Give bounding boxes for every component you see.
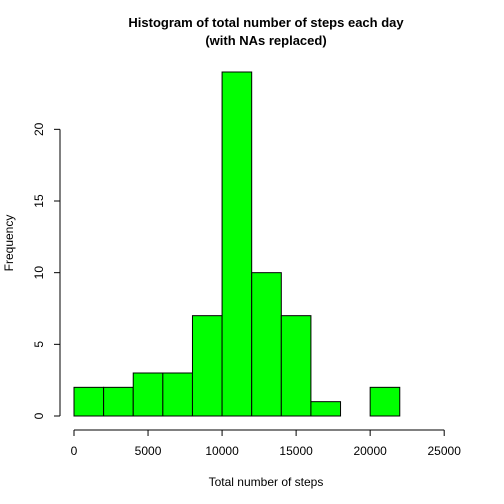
x-tick-label-4: 20000 [353,444,387,458]
histogram-bar-6 [251,272,282,417]
histogram-bar-7 [280,315,312,417]
bars-group [73,71,401,417]
y-tick-label-0: 0 [32,412,46,419]
histogram-bar-1 [103,386,134,417]
y-tick-label-3: 15 [32,194,46,208]
chart-subtitle: (with NAs replaced) [205,33,326,48]
histogram-bar-0 [73,386,105,417]
y-tick-label-1: 5 [32,341,46,348]
x-axis: 0 5000 10000 15000 20000 25000 [71,429,462,458]
x-tick-label-0: 0 [71,444,78,458]
y-tick-label-4: 20 [32,122,46,136]
chart-title: Histogram of total number of steps each … [128,15,404,30]
histogram-bar-3 [162,372,193,417]
histogram-bar-4 [191,315,223,417]
histogram-bar-8 [310,401,342,417]
x-tick-label-5: 25000 [428,444,462,458]
histogram-bar-2 [132,372,164,417]
x-tick-label-2: 10000 [205,444,239,458]
x-axis-label: Total number of steps [209,475,324,489]
x-tick-label-1: 5000 [135,444,162,458]
histogram-bar-5 [221,71,253,417]
x-tick-label-3: 15000 [279,444,313,458]
histogram-bar-10 [369,386,401,417]
y-tick-label-2: 10 [32,266,46,280]
y-axis-label: Frequency [2,215,16,272]
y-axis: 0 5 10 15 20 [32,122,61,419]
